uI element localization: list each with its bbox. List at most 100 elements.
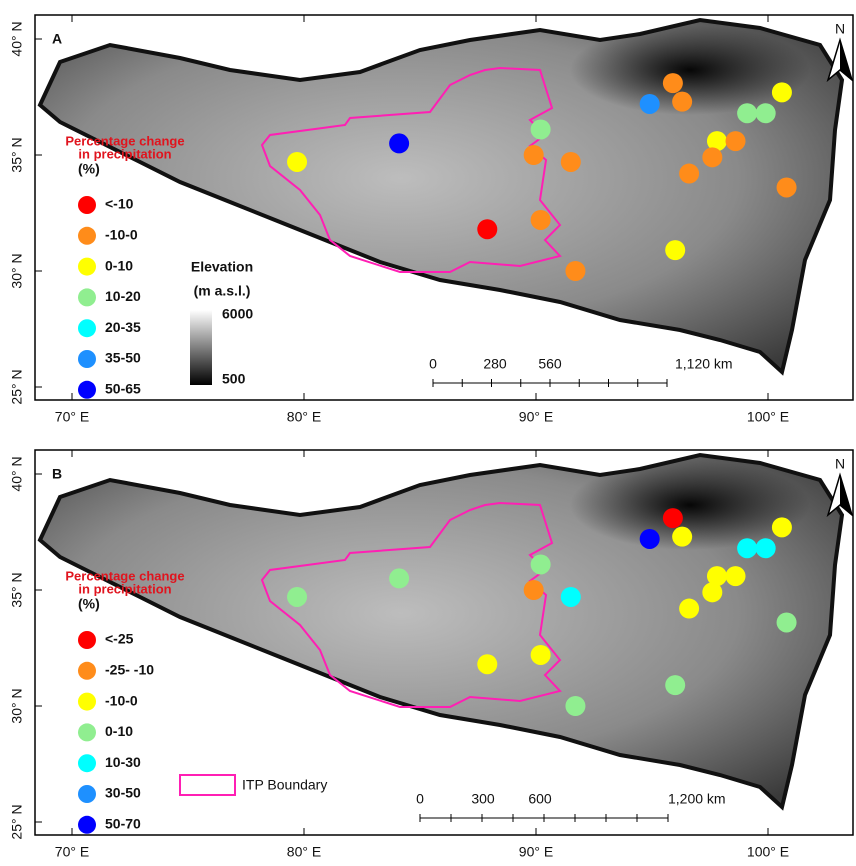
- scale-label: 560: [538, 356, 562, 372]
- lon-label: 70° E: [55, 409, 89, 425]
- legend-swatch: [78, 693, 96, 711]
- lon-label: 80° E: [287, 409, 321, 425]
- station: [663, 73, 683, 93]
- legend-label: <-10: [105, 196, 134, 212]
- station: [726, 566, 746, 586]
- lon-label: 90° E: [519, 409, 553, 425]
- legend-swatch: [78, 350, 96, 368]
- panel-label: B: [52, 466, 62, 482]
- station: [702, 582, 722, 602]
- lat-label: 30° N: [9, 253, 25, 288]
- station: [665, 675, 685, 695]
- legend-swatch: [78, 288, 96, 306]
- legend-swatch: [78, 319, 96, 337]
- lat-label: 40° N: [9, 21, 25, 56]
- elevation-max: 6000: [222, 306, 253, 322]
- legend-label: -25- -10: [105, 662, 154, 678]
- lat-label: 25° N: [9, 804, 25, 839]
- station: [777, 177, 797, 197]
- station: [531, 210, 551, 230]
- station: [531, 645, 551, 665]
- lat-label: 40° N: [9, 456, 25, 491]
- legend-swatch: [78, 662, 96, 680]
- legend-unit: (%): [78, 161, 100, 177]
- figure: 40° N 35° N 30° N 25° N 70° E 80° E 90° E 100° …: [0, 0, 856, 866]
- legend-label: 35-50: [105, 350, 141, 366]
- legend-swatch: [78, 227, 96, 245]
- lon-label: 100° E: [747, 844, 789, 860]
- station: [561, 152, 581, 172]
- legend-swatch: [78, 381, 96, 399]
- legend-label: 50-65: [105, 381, 141, 397]
- elevation-title: Elevation: [191, 259, 253, 275]
- north-label: N: [835, 21, 845, 37]
- elevation-bar: [190, 310, 212, 385]
- station: [561, 587, 581, 607]
- legend-label: 50-70: [105, 816, 141, 832]
- legend-label: 20-35: [105, 319, 141, 335]
- legend-swatch: [78, 785, 96, 803]
- legend-label: 30-50: [105, 785, 141, 801]
- station: [679, 164, 699, 184]
- scale-label: 280: [483, 356, 507, 372]
- elevation-unit: (m a.s.l.): [194, 283, 251, 299]
- legend-label: -10-0: [105, 227, 138, 243]
- legend-label: -10-0: [105, 692, 138, 708]
- station: [389, 133, 409, 153]
- legend-swatch: [78, 723, 96, 741]
- station: [663, 508, 683, 528]
- legend-label: 0-10: [105, 257, 133, 273]
- station: [531, 554, 551, 574]
- station: [665, 240, 685, 260]
- legend-label: 0-10: [105, 723, 133, 739]
- panel-label: A: [52, 31, 62, 47]
- station: [672, 527, 692, 547]
- station: [672, 92, 692, 112]
- legend-unit: (%): [78, 596, 100, 612]
- scale-label: 1,200 km: [668, 791, 726, 807]
- scale-label: 0: [416, 791, 424, 807]
- boundary-label: ITP Boundary: [242, 777, 327, 793]
- elevation-min: 500: [222, 371, 246, 387]
- station: [772, 517, 792, 537]
- station: [287, 152, 307, 172]
- legend-swatch: [78, 258, 96, 276]
- legend-swatch: [78, 816, 96, 834]
- lon-label: 100° E: [747, 409, 789, 425]
- lon-label: 70° E: [55, 844, 89, 860]
- scale-label: 0: [429, 356, 437, 372]
- station: [640, 529, 660, 549]
- station: [531, 119, 551, 139]
- station: [524, 580, 544, 600]
- lon-label: 80° E: [287, 844, 321, 860]
- legend-swatch: [78, 754, 96, 772]
- scale-label: 600: [528, 791, 552, 807]
- legend-label: <-25: [105, 631, 134, 647]
- scale-label: 1,120 km: [675, 356, 733, 372]
- lat-label: 30° N: [9, 688, 25, 723]
- station: [737, 103, 757, 123]
- legend-swatch: [78, 631, 96, 649]
- legend-label: 10-20: [105, 288, 141, 304]
- station: [777, 612, 797, 632]
- lat-label: 25° N: [9, 369, 25, 404]
- station: [477, 219, 497, 239]
- legend-title: in precipitation: [78, 146, 171, 161]
- station: [726, 131, 746, 151]
- station: [756, 538, 776, 558]
- station: [640, 94, 660, 114]
- legend-swatch: [78, 196, 96, 214]
- station: [772, 82, 792, 102]
- station: [565, 696, 585, 716]
- station: [287, 587, 307, 607]
- station: [756, 103, 776, 123]
- station: [702, 147, 722, 167]
- legend-label: 10-30: [105, 754, 141, 770]
- scale-label: 300: [471, 791, 495, 807]
- lat-label: 35° N: [9, 137, 25, 172]
- lon-label: 90° E: [519, 844, 553, 860]
- map-panel: 40° N 35° N 30° N 25° N 70° E 80° E 90° E 100° …: [9, 15, 853, 425]
- north-label: N: [835, 456, 845, 472]
- station: [679, 599, 699, 619]
